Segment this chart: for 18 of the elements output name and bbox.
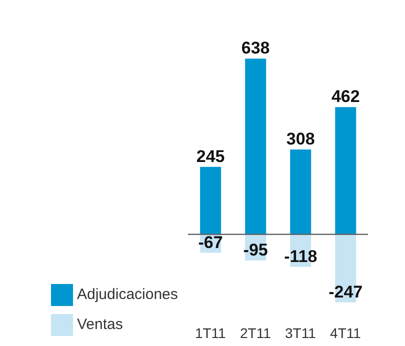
x-tick-label: 1T11 xyxy=(194,324,226,341)
bar xyxy=(335,107,356,234)
data-label: -95 xyxy=(243,240,268,260)
data-label: -247 xyxy=(328,282,363,302)
data-label: 245 xyxy=(196,146,225,166)
data-label: -67 xyxy=(198,232,223,252)
data-label: -118 xyxy=(284,246,318,266)
x-tick-label: 3T11 xyxy=(285,324,316,341)
bar xyxy=(200,166,222,234)
data-label: 308 xyxy=(286,129,315,148)
bar xyxy=(290,149,312,234)
x-tick-label: 4T11 xyxy=(330,324,362,341)
x-tick-label: 2T11 xyxy=(240,324,272,341)
bar xyxy=(245,58,266,234)
data-label: 638 xyxy=(241,38,270,58)
data-label: 462 xyxy=(331,87,360,106)
legend-label: Adjudicaciones xyxy=(77,286,178,303)
legend-label: Ventas xyxy=(77,316,123,333)
